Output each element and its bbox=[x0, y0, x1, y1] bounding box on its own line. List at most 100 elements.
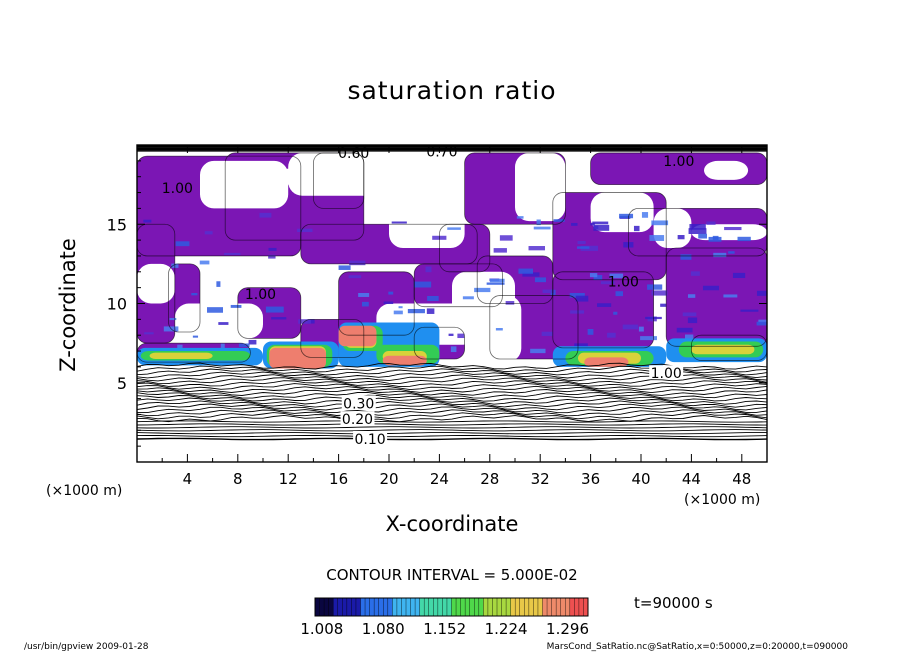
colorbar-cell bbox=[537, 598, 543, 616]
colorbar-frame bbox=[314, 597, 589, 617]
contour-label-bg-0 bbox=[353, 431, 388, 446]
fine-structure-23 bbox=[425, 266, 432, 273]
fine-structure-25 bbox=[613, 311, 618, 315]
contour-label-bg-1 bbox=[340, 411, 375, 426]
fine-structure-135 bbox=[528, 246, 546, 251]
chart-title: saturation ratio bbox=[347, 76, 557, 105]
colorbar-cell bbox=[365, 598, 371, 616]
contour-line-0 bbox=[137, 437, 767, 441]
plot-area: 0.10 0.200.30 0.60 0.70 1.00 1.00 1.00 1.00 1.00 bbox=[137, 144, 767, 448]
fine-structure-132 bbox=[218, 322, 229, 325]
contour-line-11 bbox=[137, 403, 767, 411]
unit-contour-15 bbox=[237, 287, 302, 339]
colorbar-cell bbox=[419, 598, 425, 616]
fine-structure-32 bbox=[307, 319, 315, 324]
fine-structure-84 bbox=[732, 272, 746, 279]
unit-contour-20 bbox=[438, 223, 491, 273]
colorbar-cell bbox=[406, 598, 412, 616]
colorbar-cell bbox=[569, 598, 575, 616]
y-tick-label-5: 5 bbox=[117, 374, 127, 393]
contour-line-2 bbox=[137, 432, 767, 435]
colorbar-cell bbox=[337, 598, 343, 616]
fine-structure-114 bbox=[649, 235, 665, 241]
fine-structure-92 bbox=[592, 221, 609, 225]
fine-structure-128 bbox=[383, 301, 394, 305]
colorbar-cell bbox=[542, 598, 548, 616]
colorbar-cell bbox=[415, 598, 421, 616]
fine-structure-58 bbox=[641, 212, 649, 218]
colorbar-cell bbox=[574, 598, 580, 616]
contour-line-16 bbox=[137, 388, 767, 396]
fine-structure-17 bbox=[534, 277, 547, 283]
fine-structure-111 bbox=[297, 228, 313, 232]
colorbar-cell bbox=[351, 598, 357, 616]
colorbar-cell bbox=[533, 598, 539, 616]
colorbar-cell bbox=[578, 598, 584, 616]
colorbar-cell bbox=[319, 598, 325, 616]
unit-contour-6 bbox=[413, 263, 503, 308]
unsaturated-gap-13 bbox=[704, 160, 749, 180]
contour-line-19 bbox=[137, 380, 767, 388]
contour-line-7 bbox=[137, 414, 767, 423]
unit-contour-14 bbox=[489, 295, 579, 360]
contour-line-3 bbox=[137, 429, 767, 432]
unsaturated-gap-6 bbox=[691, 224, 767, 241]
contour-line-4 bbox=[137, 426, 767, 429]
fine-structure-123 bbox=[577, 240, 586, 244]
colorbar-cell bbox=[315, 598, 321, 616]
fine-structure-95 bbox=[724, 226, 742, 231]
colorbar-cell bbox=[456, 598, 462, 616]
fine-structure-20 bbox=[633, 225, 640, 232]
colorbar-cell bbox=[551, 598, 557, 616]
unit-contour-11 bbox=[628, 208, 767, 257]
fine-structure-30 bbox=[536, 219, 541, 226]
colorbar-cell bbox=[583, 598, 589, 616]
fine-structure-27 bbox=[600, 281, 615, 285]
colorbar-cell bbox=[378, 598, 384, 616]
unit-contour-12 bbox=[665, 247, 767, 347]
colorbar-tick-label: 1.008 bbox=[300, 620, 344, 638]
fine-structure-136 bbox=[740, 309, 759, 312]
fine-structure-124 bbox=[522, 272, 540, 277]
fine-structure-139 bbox=[622, 324, 639, 330]
fine-structure-80 bbox=[571, 222, 578, 226]
fine-structure-28 bbox=[687, 317, 698, 324]
fine-structure-36 bbox=[688, 228, 707, 234]
colorbar-cell bbox=[360, 598, 366, 616]
fine-structure-13 bbox=[553, 219, 565, 222]
colorbar-cell bbox=[424, 598, 430, 616]
cloud-yellow-5 bbox=[691, 344, 755, 355]
fine-structure-104 bbox=[448, 333, 454, 336]
fine-structure-21 bbox=[191, 293, 198, 296]
colorbar-cell bbox=[437, 598, 443, 616]
fine-structure-22 bbox=[758, 319, 767, 323]
fine-structure-108 bbox=[391, 221, 407, 224]
colorbar-cell bbox=[396, 598, 402, 616]
contour-label-bg-8 bbox=[649, 365, 684, 380]
unsaturated-gap-7 bbox=[137, 263, 175, 304]
time-label: t=90000 s bbox=[634, 594, 713, 612]
contour-label-4: 0.70 bbox=[426, 144, 457, 160]
y-tick-label-10: 10 bbox=[107, 295, 127, 314]
fine-structure-81 bbox=[728, 251, 735, 254]
contour-label-5: 1.00 bbox=[162, 181, 193, 197]
colorbar-cell bbox=[565, 598, 571, 616]
colorbar-cell bbox=[528, 598, 534, 616]
fine-structure-31 bbox=[259, 212, 272, 218]
fine-structure-103 bbox=[542, 289, 555, 294]
colorbar-cell bbox=[369, 598, 375, 616]
contour-label-7: 1.00 bbox=[608, 274, 639, 290]
fine-structure-7 bbox=[706, 221, 716, 225]
unit-contour-17 bbox=[300, 318, 365, 358]
fine-structure-1 bbox=[593, 275, 603, 281]
fine-structure-98 bbox=[177, 344, 183, 350]
colorbar-cell bbox=[442, 598, 448, 616]
fine-structure-74 bbox=[474, 287, 491, 293]
fine-structure-78 bbox=[684, 334, 694, 341]
fine-structure-40 bbox=[597, 303, 612, 307]
fine-structure-59 bbox=[457, 333, 465, 339]
fine-structure-18 bbox=[723, 294, 738, 298]
contour-line-10 bbox=[137, 406, 767, 414]
colorbar-cell bbox=[401, 598, 407, 616]
colorbar-cell bbox=[374, 598, 380, 616]
